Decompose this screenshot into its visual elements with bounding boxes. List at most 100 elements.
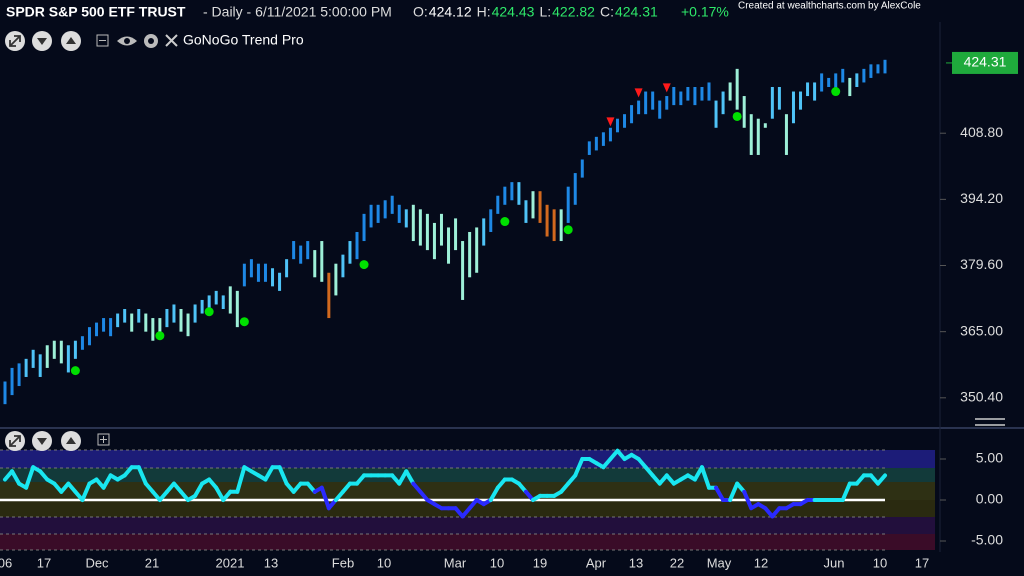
toolbar-2[interactable] — [5, 431, 110, 451]
price-bar — [475, 227, 479, 273]
band — [0, 534, 935, 550]
price-bar — [306, 241, 310, 260]
price-bar — [552, 209, 556, 242]
countertrend-signal — [634, 88, 643, 98]
price-bar — [418, 209, 422, 246]
last-price-box — [952, 51, 1018, 74]
minimize-button[interactable] — [96, 34, 109, 47]
price-bar — [651, 91, 655, 110]
price-bar — [841, 68, 845, 83]
price-bar — [179, 309, 183, 332]
price-bar — [658, 100, 662, 119]
close-button[interactable] — [165, 34, 178, 47]
price-bar — [806, 82, 810, 97]
price-bar — [876, 64, 880, 74]
price-bar — [299, 245, 303, 264]
price-bar — [587, 141, 591, 155]
ohlc-value: 424.43 — [492, 4, 535, 20]
go-signal — [732, 111, 742, 121]
price-bar — [559, 209, 563, 242]
ohlc: O: 424.12 H: 424.43 L: 422.82 C: 424.31 — [413, 4, 658, 20]
price-bar — [742, 96, 746, 128]
y-tick-label: 0.00 — [976, 491, 1003, 507]
band — [0, 450, 935, 468]
oscillator-segment — [277, 465, 289, 486]
ohlc-label: L: — [539, 4, 551, 20]
price-bar — [672, 86, 676, 106]
price-bar — [756, 118, 760, 155]
indicator-name: GoNoGo Trend Pro — [183, 32, 304, 48]
oscillator-segment — [699, 465, 711, 490]
x-tick-label: 19 — [533, 555, 547, 570]
price-bar — [207, 295, 211, 314]
price-bar — [376, 204, 380, 223]
price-bar — [503, 186, 507, 205]
y-tick-label: 350.40 — [960, 389, 1003, 405]
price-bar — [292, 241, 296, 260]
price-bar — [31, 349, 35, 368]
x-tick-label: Jun — [824, 555, 845, 570]
price-bar — [38, 354, 42, 377]
oscillator-segment — [24, 465, 36, 490]
y-tick-label: -5.00 — [971, 532, 1003, 548]
price-bar — [468, 231, 472, 278]
oscillator-segment — [136, 465, 148, 486]
x-tick-label: 13 — [629, 555, 643, 570]
maximize-button[interactable] — [97, 433, 110, 446]
price-bar — [524, 200, 528, 223]
price-bar — [517, 182, 521, 205]
price-bar — [510, 182, 514, 201]
price-bar — [615, 118, 619, 133]
price-bar — [630, 105, 634, 124]
price-bar — [566, 186, 570, 223]
oscillator-segment — [875, 473, 887, 486]
go-signal — [500, 217, 510, 227]
oscillator-segment — [101, 473, 113, 490]
price-bar — [102, 318, 106, 332]
toolbar[interactable] — [5, 31, 178, 51]
price-bar — [369, 204, 373, 228]
price-bar — [531, 191, 535, 219]
price-bar — [172, 304, 176, 323]
price-bar — [24, 358, 28, 377]
price-bar — [665, 96, 669, 110]
price-bar — [489, 209, 493, 232]
oscillator-segment — [573, 456, 585, 478]
go-signal — [359, 260, 369, 270]
info: - Daily - 6/11/2021 5:00:00 PM — [203, 4, 392, 20]
price-bar — [278, 272, 282, 291]
price-bar — [186, 313, 190, 337]
price-bar — [608, 127, 612, 142]
price-bar — [714, 100, 718, 128]
price-bar — [869, 64, 873, 78]
price-bar — [348, 241, 352, 264]
oscillator-segment — [397, 469, 409, 486]
oscillator-segment — [714, 485, 726, 502]
oscillator-segment — [193, 481, 205, 498]
price-bar — [390, 195, 394, 214]
price-bar — [749, 114, 753, 155]
resize-handle[interactable] — [975, 418, 1005, 426]
oscillator-segment — [80, 481, 92, 502]
change: +0.17% — [681, 4, 729, 20]
price-bar — [10, 367, 14, 396]
go-signal — [204, 307, 214, 317]
x-tick-label: 13 — [264, 555, 278, 570]
price-bar — [214, 290, 218, 305]
price-bar — [482, 218, 486, 246]
price-bar — [95, 322, 99, 337]
price-bar — [693, 86, 697, 106]
oscillator-segment — [10, 469, 22, 486]
ohlc-label: H: — [477, 4, 491, 20]
price-bar — [848, 77, 852, 97]
price-bar — [123, 309, 127, 323]
price-bar — [271, 268, 275, 287]
price-bar — [827, 77, 831, 87]
price-bar — [883, 59, 887, 74]
go-signal — [563, 225, 573, 235]
price-bar — [256, 263, 260, 282]
price-bar — [362, 213, 366, 242]
price-bar — [496, 195, 500, 214]
